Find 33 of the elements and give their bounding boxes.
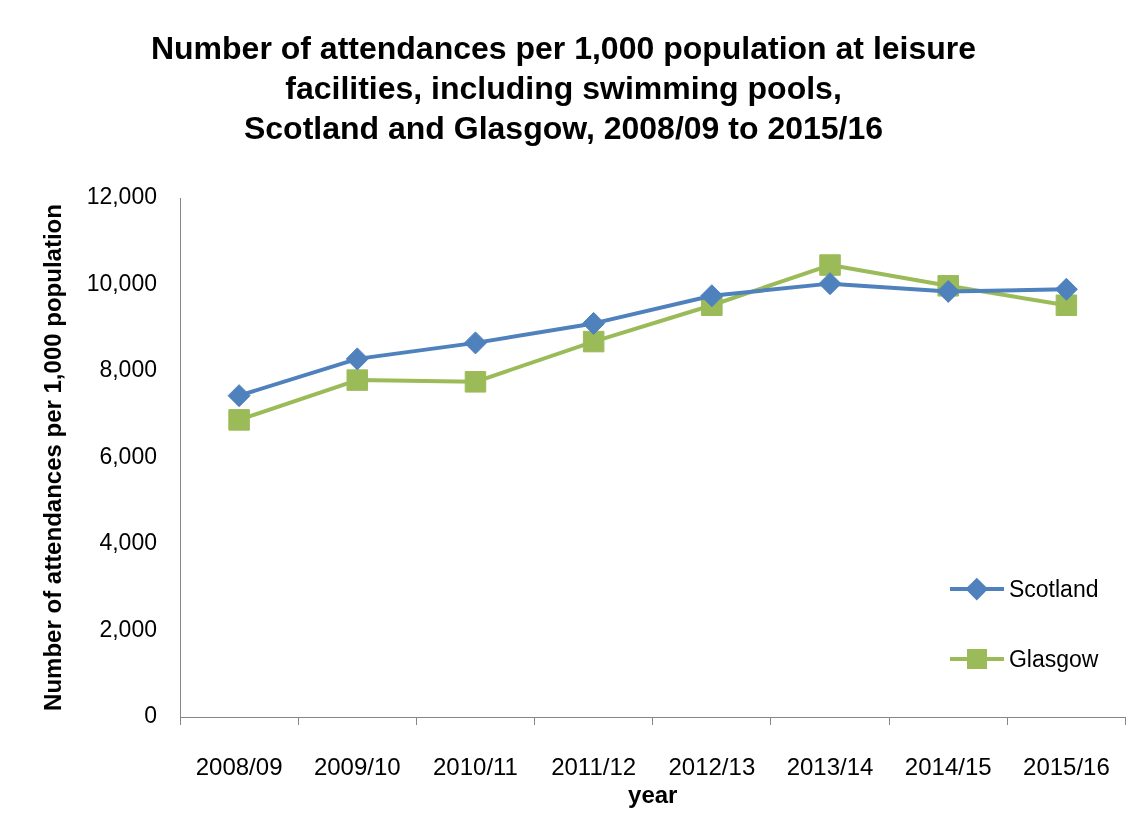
- chart-title: Number of attendances per 1,000 population at leisure facilities, including swimming pools, Scotland and Glasgow, 2008/09 to 2015/16: [150, 29, 977, 146]
- point: [345, 347, 369, 371]
- y-tick-label: 10,000: [86, 269, 157, 296]
- legend-label: Glasgow: [1008, 645, 1099, 673]
- y-tick-label: 12,000: [86, 183, 157, 210]
- y-tick-label: 2,000: [99, 615, 157, 642]
- point: [346, 369, 369, 391]
- point: [228, 409, 250, 431]
- point: [819, 254, 841, 276]
- x-tick-label: 2008/09: [195, 753, 283, 781]
- x-tick-label: 2012/13: [668, 753, 756, 781]
- point: [936, 279, 960, 303]
- x-tick-label: 2014/15: [904, 753, 992, 781]
- y-tick-label: 0: [144, 702, 157, 729]
- x-tick-label: 2009/10: [313, 753, 401, 781]
- point: [582, 330, 605, 353]
- y-tick-label: 6,000: [99, 442, 157, 469]
- x-axis-title: year: [628, 781, 678, 809]
- point: [818, 272, 842, 296]
- point: [1054, 277, 1078, 301]
- x-tick-label: 2010/11: [432, 753, 518, 781]
- x-tick-label: 2011/12: [551, 753, 637, 781]
- x-tick-label: 2015/16: [1023, 753, 1110, 781]
- point: [464, 371, 487, 393]
- point: [227, 384, 251, 408]
- y-tick-label: 4,000: [99, 529, 157, 556]
- y-tick-label: 8,000: [99, 356, 157, 383]
- point: [582, 311, 606, 335]
- x-tick-label: 2013/14: [786, 753, 874, 781]
- point: [700, 284, 724, 308]
- y-axis-title: Number of attendances per 1,000 population: [39, 204, 67, 711]
- point: [463, 331, 487, 355]
- legend-label: Scotland: [1008, 575, 1099, 603]
